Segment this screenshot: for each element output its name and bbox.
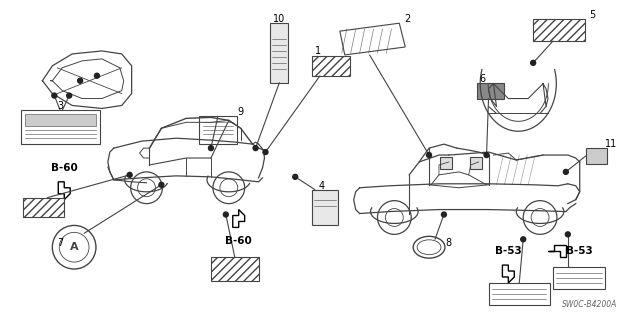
Bar [199, 116, 237, 144]
Circle shape [531, 60, 536, 65]
Circle shape [563, 169, 568, 174]
Bar [586, 148, 607, 164]
Circle shape [67, 93, 72, 98]
Text: 2: 2 [404, 14, 410, 24]
Circle shape [442, 212, 446, 217]
Circle shape [52, 93, 57, 98]
Text: 11: 11 [605, 139, 618, 149]
Circle shape [209, 146, 213, 151]
Circle shape [427, 153, 431, 157]
Bar [470, 157, 481, 169]
Bar [20, 110, 100, 144]
Circle shape [77, 78, 83, 83]
Bar [24, 114, 96, 126]
Text: 3: 3 [57, 101, 63, 111]
Circle shape [127, 172, 132, 177]
Bar [312, 190, 338, 225]
Text: A: A [70, 242, 79, 252]
Text: 8: 8 [446, 238, 452, 248]
Text: 10: 10 [273, 14, 285, 24]
Circle shape [95, 73, 99, 78]
Bar [533, 19, 585, 41]
Bar [312, 56, 349, 76]
Bar [211, 257, 259, 281]
Bar [22, 198, 64, 218]
Circle shape [484, 153, 489, 157]
Text: B-60: B-60 [225, 236, 252, 246]
Circle shape [253, 146, 258, 151]
Polygon shape [58, 182, 70, 200]
Text: 4: 4 [319, 181, 325, 191]
Text: 5: 5 [589, 10, 596, 20]
Bar [477, 83, 504, 99]
Bar [440, 157, 452, 169]
Text: 9: 9 [237, 108, 244, 117]
Bar [271, 23, 288, 83]
Circle shape [159, 182, 164, 187]
Text: 6: 6 [479, 74, 486, 84]
Polygon shape [233, 210, 244, 228]
Text: B-60: B-60 [51, 163, 77, 173]
Circle shape [223, 212, 228, 217]
Text: 1: 1 [315, 46, 321, 56]
Circle shape [292, 174, 298, 179]
Bar [553, 267, 605, 289]
Polygon shape [548, 245, 566, 257]
Circle shape [521, 237, 525, 242]
Bar [488, 283, 550, 305]
Text: B-53: B-53 [495, 246, 522, 256]
Circle shape [565, 232, 570, 237]
Polygon shape [502, 265, 515, 283]
Circle shape [263, 149, 268, 155]
Text: SW0C-B4200A: SW0C-B4200A [562, 300, 618, 309]
Text: B-53: B-53 [566, 246, 593, 256]
Text: 7: 7 [57, 238, 63, 248]
